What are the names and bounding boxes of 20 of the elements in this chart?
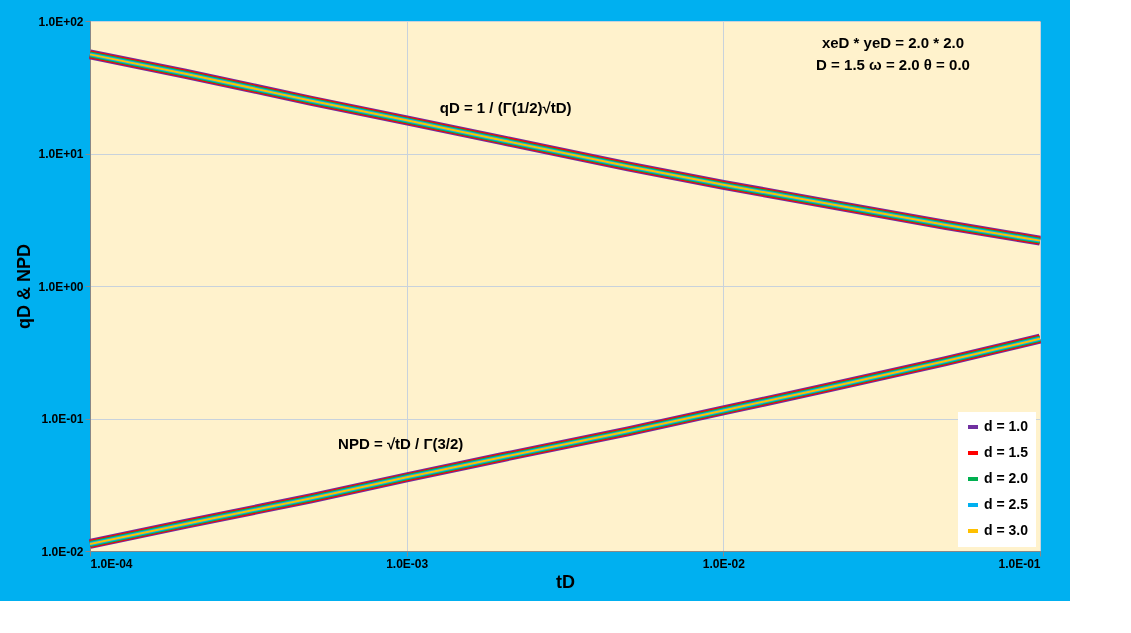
x-tick-label: 1.0E-03 [386, 556, 429, 571]
x-axis-title: tD [556, 571, 575, 592]
annotation: xeD * yeD = 2.0 * 2.0 [821, 34, 965, 51]
legend-label: d = 1.5 [984, 444, 1029, 460]
annotation: qD = 1 / (Γ(1/2)√tD) [439, 99, 572, 117]
legend-label: d = 3.0 [984, 522, 1029, 538]
x-tick-label: 1.0E-01 [998, 556, 1041, 571]
annotation: NPD = √tD / Γ(3/2) [338, 435, 464, 453]
y-tick-label: 1.0E-02 [41, 544, 84, 559]
legend-label: d = 1.0 [984, 418, 1029, 434]
y-axis-title: qD & NPD [14, 244, 35, 329]
y-tick-label: 1.0E-01 [41, 412, 84, 426]
x-tick-label: 1.0E-04 [90, 556, 133, 571]
y-tick-label: 1.0E+02 [38, 14, 84, 29]
y-tick-label: 1.0E+01 [38, 147, 84, 161]
y-tick-label: 1.0E+00 [38, 279, 84, 294]
legend-label: d = 2.0 [984, 470, 1029, 486]
x-tick-label: 1.0E-02 [702, 556, 746, 571]
legend-label: d = 2.5 [984, 496, 1029, 512]
annotation: D = 1.5 ω = 2.0 θ = 0.0 [816, 56, 970, 73]
